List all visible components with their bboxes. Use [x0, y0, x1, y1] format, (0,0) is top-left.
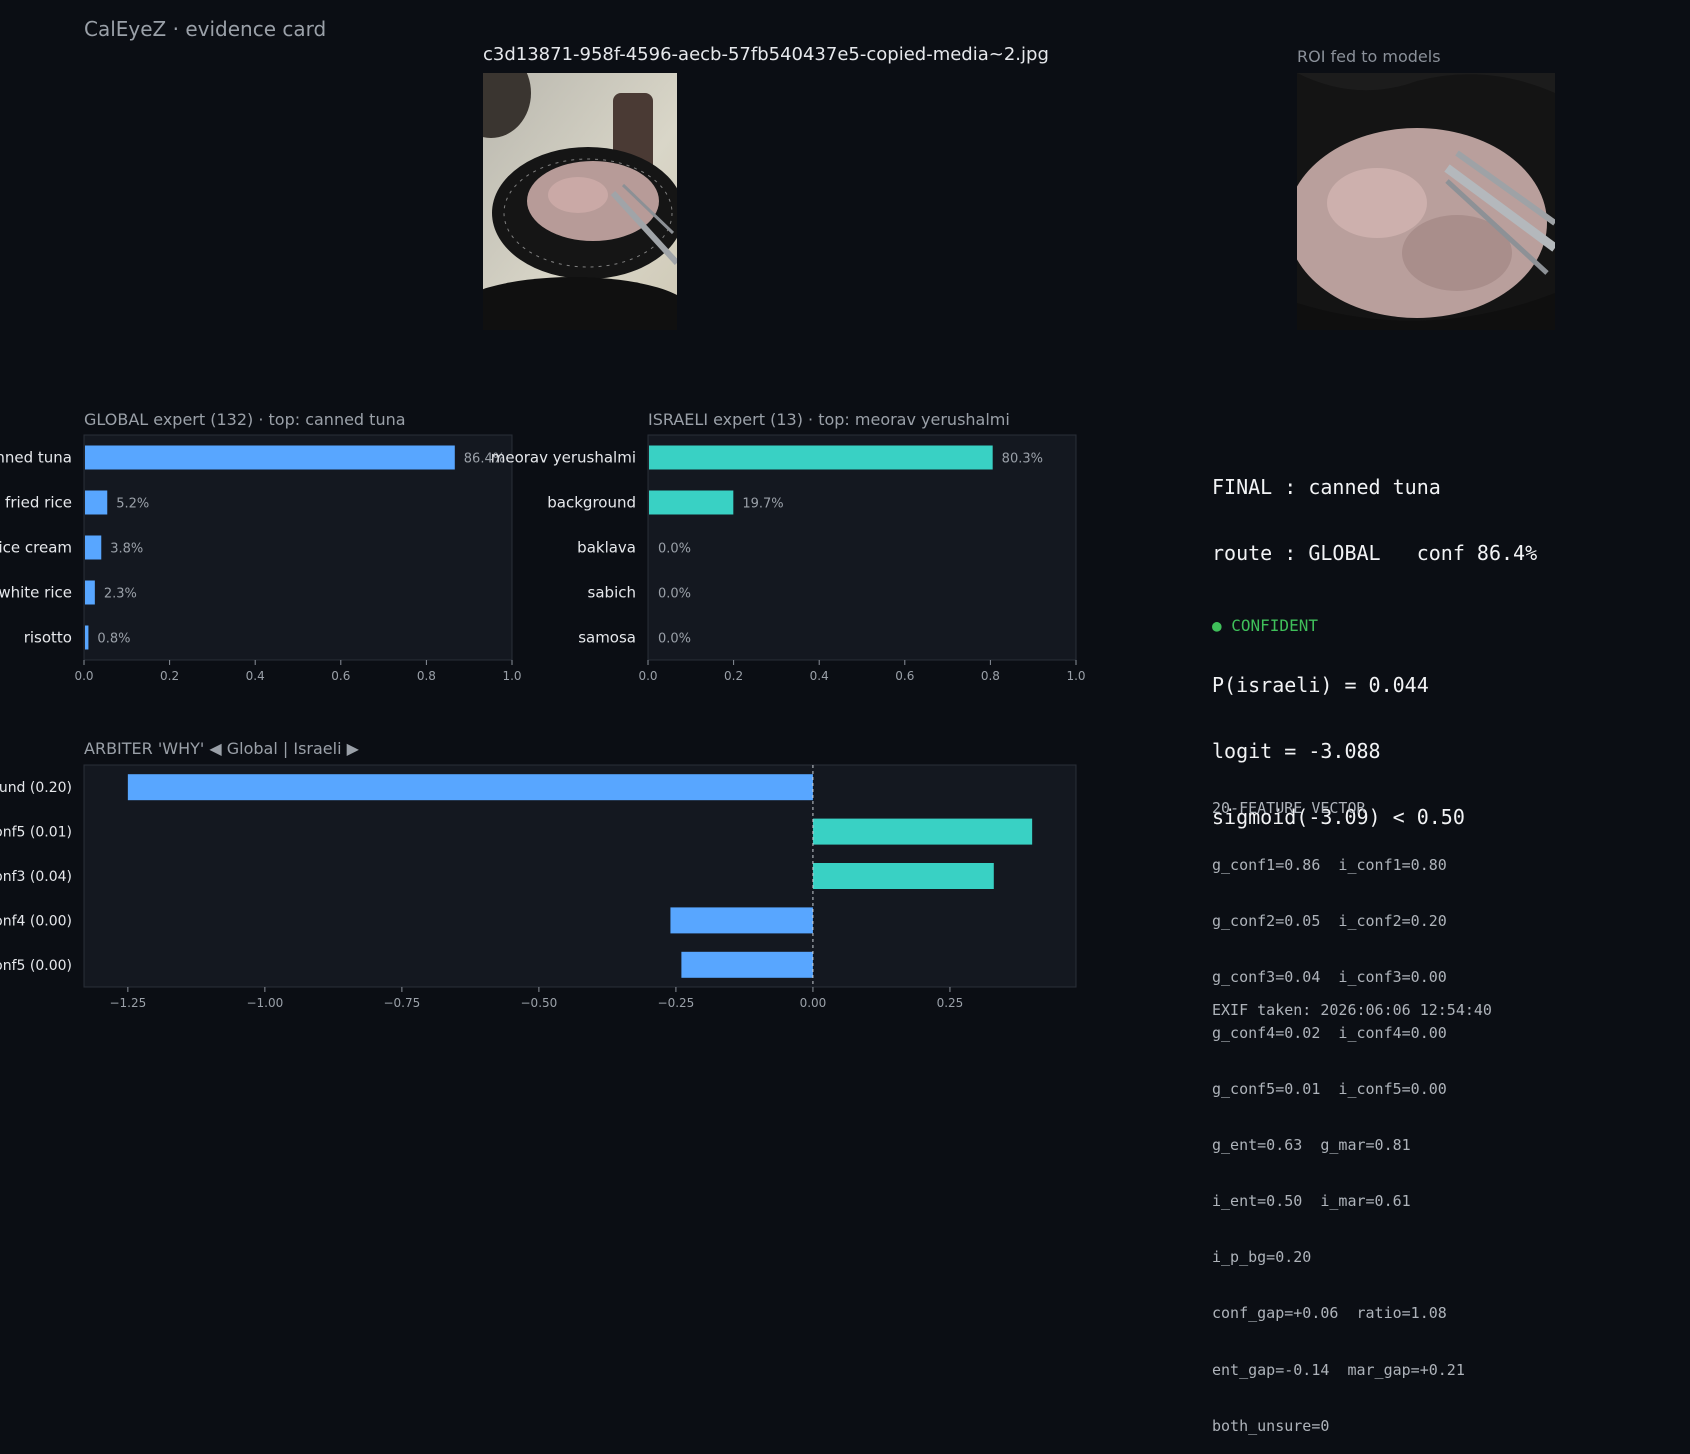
value-label: 0.0%	[658, 542, 691, 557]
tick-label: 0.6	[895, 669, 914, 683]
tick-label: −0.50	[521, 996, 558, 1010]
value-label: 19.7%	[742, 497, 783, 512]
tick-label: 0.4	[810, 669, 829, 683]
feature-line: ent_gap=-0.14 mar_gap=+0.21	[1212, 1360, 1465, 1379]
bar	[649, 490, 734, 515]
exif-timestamp: EXIF taken: 2026:06:06 12:54:40	[1212, 1001, 1492, 1019]
roi-title: ROI fed to models	[1297, 47, 1441, 66]
tick-label: −1.00	[246, 996, 283, 1010]
category-label: fried rice	[5, 494, 72, 512]
value-label: 0.8%	[97, 632, 130, 647]
tick-label: 0.6	[331, 669, 350, 683]
roi-image	[1297, 73, 1555, 330]
bar	[85, 580, 95, 605]
israeli-chart-title: ISRAELI expert (13) · top: meorav yerush…	[648, 410, 1010, 429]
feature-line: g_conf5=0.01 i_conf5=0.00	[1212, 1079, 1447, 1098]
feature-line: g_conf4=0.02 i_conf4=0.00	[1212, 1023, 1447, 1042]
feature-line: 20-FEATURE VECTOR	[1212, 799, 1366, 818]
global-expert-chart: canned tuna 86.4% fried rice 5.2% ice cream 3…	[0, 434, 522, 683]
global-chart-title: GLOBAL expert (132) · top: canned tuna	[84, 410, 406, 429]
category-label: onf4 (0.00)	[0, 913, 72, 929]
file-name: c3d13871-958f-4596-aecb-57fb540437e5-cop…	[483, 44, 1049, 65]
category-label: risotto	[24, 629, 72, 647]
category-label: onf5 (0.01)	[0, 825, 72, 841]
arbiter-chart: ound (0.20) onf5 (0.01) onf3 (0.04) onf4 (0…	[0, 764, 1077, 1010]
category-label: canned tuna	[0, 449, 72, 467]
value-label: 80.3%	[1002, 452, 1043, 467]
feature-vector: 20-FEATURE VECTOR g_conf1=0.86 i_conf1=0…	[1212, 762, 1465, 1454]
bar	[812, 863, 994, 889]
tick-label: 0.00	[800, 996, 827, 1010]
tick-label: 0.0	[638, 669, 657, 683]
tick-label: −1.25	[109, 996, 146, 1010]
bar	[85, 535, 102, 560]
bar	[670, 907, 813, 934]
category-label: ice cream	[0, 539, 72, 557]
decision-line: P(israeli) = 0.044	[1212, 673, 1429, 697]
category-label: white rice	[0, 584, 72, 602]
photo-thumbnail	[483, 73, 677, 330]
tick-label: 0.0	[74, 669, 93, 683]
value-label: 2.3%	[104, 587, 137, 602]
category-label: background	[547, 494, 636, 512]
bar	[127, 774, 813, 801]
bar	[812, 818, 1033, 845]
category-label: onf3 (0.04)	[0, 869, 72, 885]
feature-line: both_unsure=0	[1212, 1416, 1330, 1435]
tick-label: 1.0	[1066, 669, 1085, 683]
tick-label: 0.4	[246, 669, 265, 683]
feature-line: g_ent=0.63 g_mar=0.81	[1212, 1136, 1411, 1155]
feature-line: g_conf1=0.86 i_conf1=0.80	[1212, 855, 1447, 874]
bar	[85, 490, 108, 515]
decision-line: route : GLOBAL conf 86.4%	[1212, 541, 1538, 565]
bar	[649, 445, 993, 470]
category-label: samosa	[578, 629, 636, 647]
category-label: sabich	[588, 584, 636, 602]
tick-label: 0.2	[160, 669, 179, 683]
plot-area	[83, 434, 513, 661]
feature-line: g_conf2=0.05 i_conf2=0.20	[1212, 911, 1447, 930]
tick-label: 1.0	[502, 669, 521, 683]
value-label: 0.0%	[658, 632, 691, 647]
tick-label: −0.75	[383, 996, 420, 1010]
bar	[85, 625, 89, 650]
israeli-expert-chart: meorav yerushalmi 80.3% background 19.7% bak…	[491, 434, 1086, 683]
category-label: meorav yerushalmi	[491, 449, 636, 467]
value-label: 3.8%	[110, 542, 143, 557]
tick-label: 0.8	[417, 669, 436, 683]
value-label: 5.2%	[116, 497, 149, 512]
category-label: onf5 (0.00)	[0, 958, 72, 974]
value-label: 0.0%	[658, 587, 691, 602]
feature-line: conf_gap=+0.06 ratio=1.08	[1212, 1304, 1447, 1323]
decision-line: FINAL : canned tuna	[1212, 475, 1441, 499]
category-label: ound (0.20)	[0, 780, 72, 796]
decision-line: sigmoid(-3.09) < 0.50	[1212, 805, 1465, 829]
tick-label: 0.25	[937, 996, 964, 1010]
bar	[681, 951, 813, 978]
decision-line: logit = -3.088	[1212, 739, 1381, 763]
decision-summary: FINAL : canned tuna route : GLOBAL conf …	[1212, 432, 1537, 850]
feature-line: i_ent=0.50 i_mar=0.61	[1212, 1192, 1411, 1211]
plot-area	[647, 434, 1077, 661]
app-title: CalEyeZ · evidence card	[84, 17, 327, 41]
bar	[85, 445, 455, 470]
category-label: baklava	[577, 539, 636, 557]
feature-line: i_p_bg=0.20	[1212, 1248, 1312, 1267]
feature-line: g_conf3=0.04 i_conf3=0.00	[1212, 967, 1447, 986]
value-label: 86.4%	[464, 452, 505, 467]
confidence-status: ● CONFIDENT	[1212, 616, 1318, 635]
arbiter-chart-title: ARBITER 'WHY' ◀ Global | Israeli ▶	[84, 739, 359, 758]
tick-label: 0.2	[724, 669, 743, 683]
tick-label: −0.25	[658, 996, 695, 1010]
tick-label: 0.8	[981, 669, 1000, 683]
